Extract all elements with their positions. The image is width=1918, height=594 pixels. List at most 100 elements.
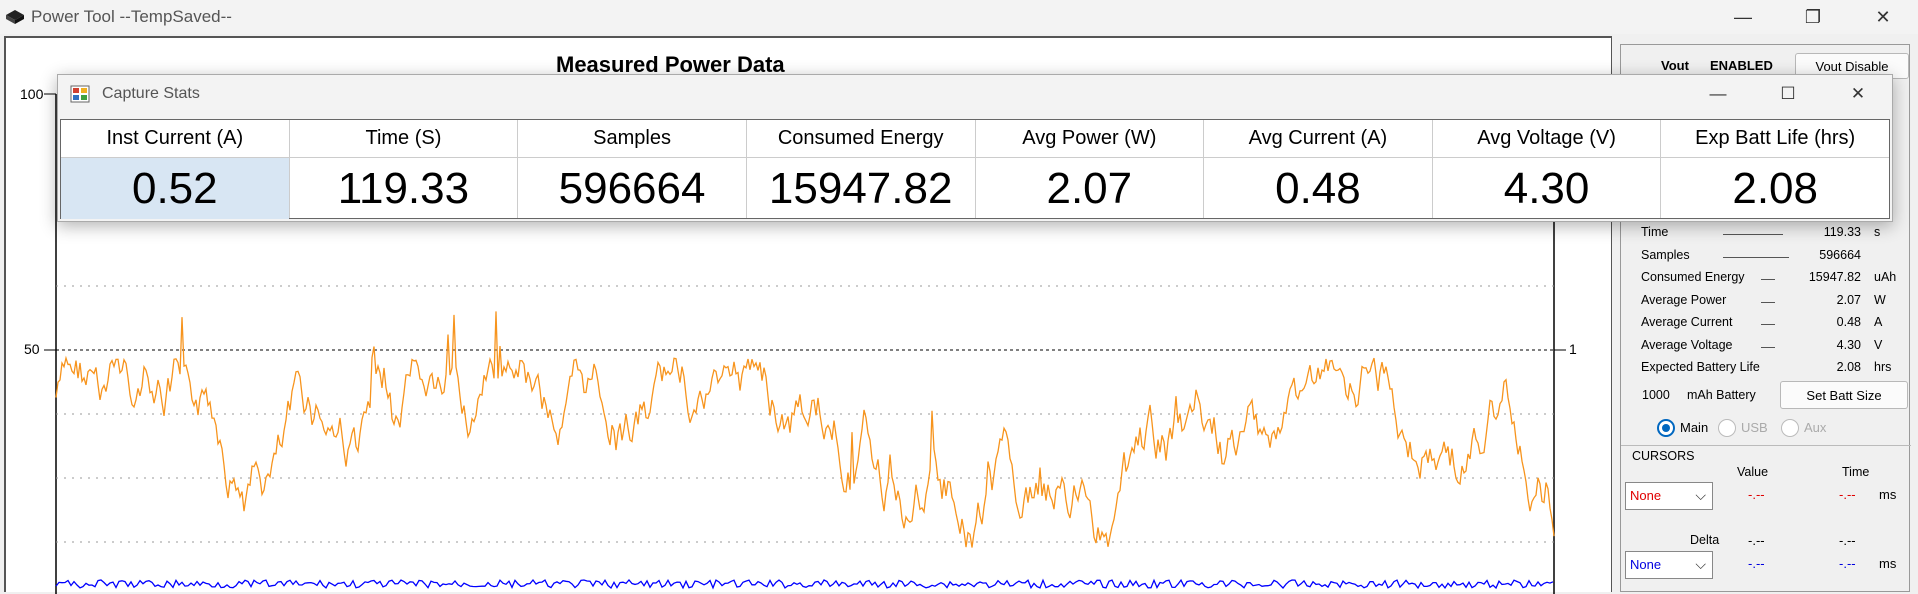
stats-column: Avg Current (A) 0.48 [1204, 120, 1433, 218]
y-tick-100: 100 [20, 86, 44, 102]
plot-title: Measured Power Data [556, 52, 785, 77]
set-batt-size-button[interactable]: Set Batt Size [1780, 381, 1908, 409]
stat-row: Samples 596664 [1641, 248, 1901, 268]
column-value[interactable]: 15947.82 [768, 163, 953, 213]
stat-label: Samples [1641, 247, 1690, 262]
column-header: Inst Current (A) [61, 120, 289, 158]
cursor1-select-value: None [1630, 488, 1662, 503]
stats-column: Consumed Energy 15947.82 [746, 120, 976, 218]
cursor2-value: -.-- [1748, 556, 1765, 571]
capture-stats-dialog[interactable]: Capture Stats — ☐ ✕ Inst Current (A) 0.52… [57, 74, 1893, 222]
column-header: Avg Current (A) [1204, 120, 1432, 158]
leader-line [1761, 301, 1775, 303]
vout-state: ENABLED [1710, 58, 1773, 73]
column-header: Avg Power (W) [975, 120, 1204, 158]
stat-unit: A [1874, 315, 1883, 329]
voltage-trace [55, 578, 1554, 590]
stats-column: Samples 596664 [518, 120, 747, 218]
stat-unit: W [1874, 292, 1886, 307]
stat-value: 596664 [1819, 247, 1861, 262]
battery-unit-label: mAh Battery [1687, 388, 1756, 402]
column-value[interactable]: 0.52 [61, 158, 289, 219]
cursors-time-header: Time [1842, 465, 1870, 479]
dialog-title: Capture Stats [102, 85, 200, 102]
stat-unit: V [1874, 337, 1883, 352]
column-value[interactable]: 4.30 [1503, 163, 1590, 213]
stats-grid: Inst Current (A) 0.52 Time (S) 119.33 Sample… [60, 119, 1890, 219]
dialog-close-button[interactable]: ✕ [1850, 84, 1866, 103]
leader-line [1723, 234, 1783, 235]
column-value[interactable]: 0.48 [1275, 163, 1361, 213]
radio-aux-label: Aux [1804, 420, 1827, 435]
stat-row: Expected Battery Life 2.08 hrs [1641, 360, 1901, 380]
radio-usb-label: USB [1741, 420, 1768, 435]
cursors-title: CURSORS [1632, 449, 1695, 463]
stat-value: 2.07 [1836, 292, 1861, 307]
power-tool-icon [6, 10, 24, 24]
stat-row: Average Current 0.48 A [1641, 315, 1901, 335]
stat-row: Average Power 2.07 W [1641, 293, 1901, 313]
cursor2-select[interactable]: None ⌵ [1625, 551, 1713, 579]
delta-label: Delta [1690, 533, 1720, 547]
stat-row: Consumed Energy 15947.82 uAh [1641, 270, 1901, 290]
radio-aux[interactable] [1781, 419, 1799, 437]
stat-label: Consumed Energy [1641, 270, 1745, 284]
battery-size-value[interactable]: 1000 [1642, 388, 1670, 402]
stats-column: Time (S) 119.33 [289, 120, 519, 218]
cursor2-time: -.-- [1839, 556, 1856, 571]
cursor1-select[interactable]: None ⌵ [1625, 482, 1713, 510]
close-button[interactable]: ✕ [1875, 6, 1891, 27]
cursor2-select-value: None [1630, 557, 1662, 572]
column-value[interactable]: 596664 [558, 163, 706, 213]
delta-time: -.-- [1839, 533, 1856, 548]
divider [1621, 445, 1911, 446]
column-header: Samples [518, 120, 746, 158]
stat-row: Average Voltage 4.30 V [1641, 338, 1901, 358]
radio-main[interactable] [1657, 419, 1675, 437]
stats-column: Exp Batt Life (hrs) 2.08 [1661, 120, 1889, 218]
chevron-down-icon: ⌵ [1695, 487, 1706, 503]
cursor1-time: -.-- [1839, 487, 1856, 502]
stats-column: Avg Voltage (V) 4.30 [1432, 120, 1662, 218]
column-header: Avg Voltage (V) [1432, 120, 1661, 158]
stat-label: Average Current [1641, 315, 1733, 329]
cursor2-unit: ms [1879, 556, 1897, 571]
dialog-minimize-button[interactable]: — [1709, 84, 1727, 103]
stat-value: 2.08 [1836, 360, 1861, 374]
leader-line [1761, 324, 1775, 325]
stats-column: Avg Power (W) 2.07 [975, 120, 1205, 218]
dialog-maximize-button[interactable]: ☐ [1780, 84, 1796, 103]
minimize-button[interactable]: — [1734, 6, 1752, 27]
stat-label: Average Voltage [1641, 337, 1733, 352]
column-value[interactable]: 2.08 [1732, 163, 1818, 213]
delta-value: -.-- [1748, 533, 1765, 548]
stat-value: 0.48 [1836, 315, 1861, 329]
cursor1-unit: ms [1879, 487, 1897, 502]
column-header: Consumed Energy [746, 120, 975, 158]
vout-label: Vout [1661, 58, 1689, 73]
radio-usb[interactable] [1718, 419, 1736, 437]
capture-stats-icon [70, 85, 90, 103]
window-title: Power Tool --TempSaved-- [31, 7, 232, 26]
stat-value: 4.30 [1836, 337, 1861, 352]
stat-label: Average Power [1641, 292, 1727, 307]
column-value[interactable]: 119.33 [337, 163, 470, 213]
stat-label: Time [1641, 225, 1669, 239]
radio-main-label: Main [1680, 420, 1709, 435]
stat-unit: uAh [1874, 270, 1897, 284]
stat-value: 15947.82 [1808, 270, 1861, 284]
current-trace [55, 311, 1555, 548]
cursors-value-header: Value [1737, 465, 1769, 479]
title-bar: Power Tool --TempSaved-- — ❐ ✕ [0, 0, 1918, 34]
leader-line [1761, 346, 1775, 348]
power-chart[interactable] [6, 38, 1615, 594]
restore-button[interactable]: ❐ [1804, 6, 1822, 27]
stat-label: Expected Battery Life [1641, 360, 1760, 374]
stats-column: Inst Current (A) 0.52 [61, 120, 290, 219]
stat-unit: s [1874, 225, 1881, 239]
leader-line [1723, 256, 1789, 258]
y-tick-right-1: 1 [1569, 341, 1577, 357]
leader-line [1761, 279, 1775, 280]
y-tick-50: 50 [24, 341, 40, 357]
column-value[interactable]: 2.07 [1046, 163, 1133, 213]
